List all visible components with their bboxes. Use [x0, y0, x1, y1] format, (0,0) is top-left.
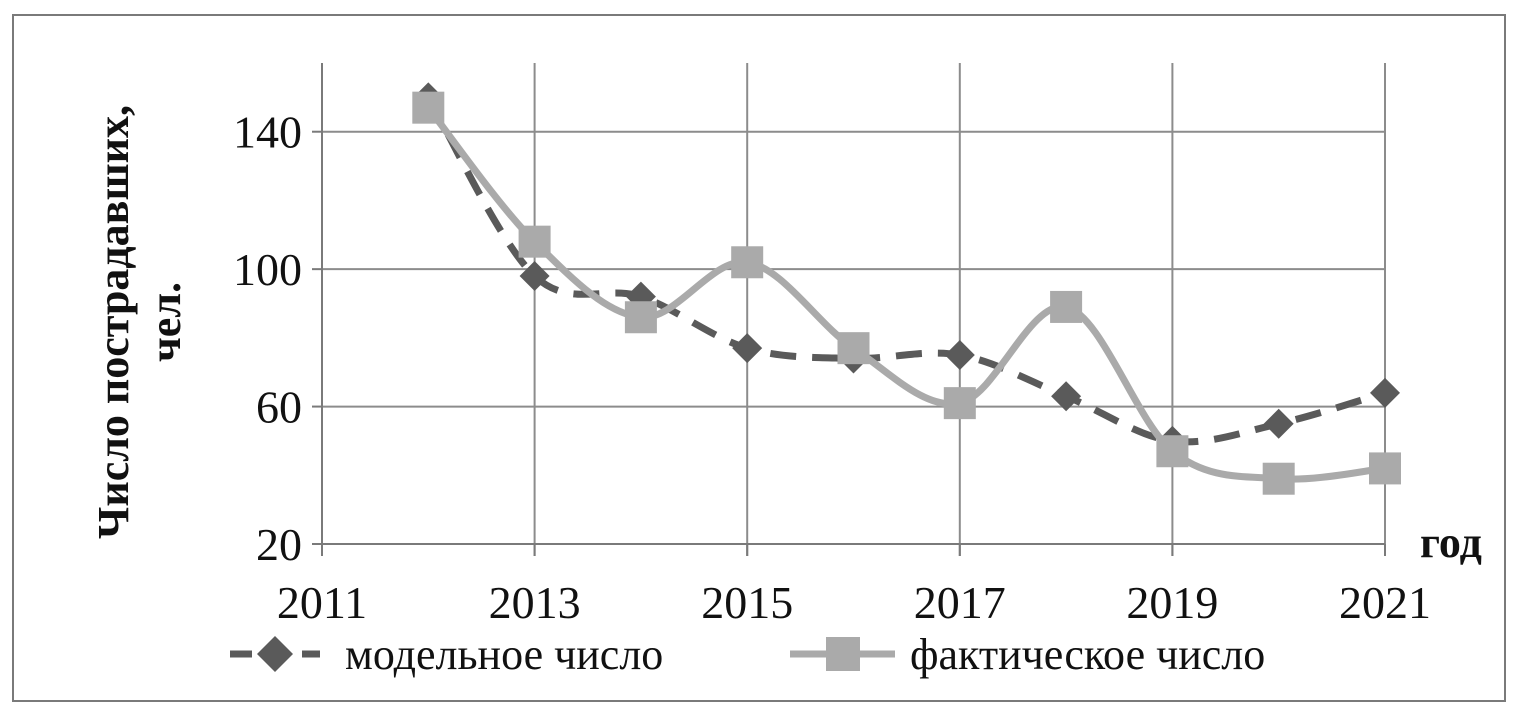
axes	[312, 63, 1386, 556]
legend-label-actual: фактическое число	[910, 630, 1265, 679]
data-point	[732, 333, 763, 364]
series-line	[425, 105, 1386, 483]
data-point	[1051, 381, 1082, 412]
legend-label-model: модельное число	[345, 630, 663, 679]
y-tick-label: 140	[233, 107, 302, 158]
data-point	[1369, 452, 1401, 485]
data-point	[1050, 290, 1083, 323]
data-point	[624, 301, 657, 334]
y-tick-label: 100	[233, 244, 302, 295]
chart-frame	[12, 14, 1506, 702]
series-actual	[412, 91, 1401, 495]
data-point	[731, 246, 764, 279]
x-tick-label: 2015	[701, 577, 793, 628]
series-line	[425, 95, 1386, 446]
y-tick-labels: 20 60 100 140	[233, 107, 302, 570]
legend-marker-model	[257, 636, 293, 672]
x-tick-label: 2017	[914, 577, 1006, 628]
y-axis-title-line2: чел.	[141, 282, 190, 362]
x-tick-label: 2013	[489, 577, 581, 628]
x-tick-label: 2019	[1126, 577, 1218, 628]
y-tick-label: 60	[256, 382, 302, 433]
data-point	[519, 261, 550, 292]
data-point	[1370, 377, 1400, 408]
y-tick-label: 20	[256, 519, 302, 570]
y-axis-title-line1: Число пострадавших,	[89, 105, 138, 539]
data-point	[518, 225, 551, 258]
x-axis-title: год	[1420, 518, 1482, 567]
x-tick-label: 2021	[1339, 577, 1431, 628]
data-point	[943, 387, 976, 420]
x-tick-label: 2011	[277, 577, 367, 628]
legend-item-model: модельное число	[230, 630, 663, 679]
data-point	[412, 91, 445, 124]
data-point	[1263, 408, 1294, 439]
data-point	[837, 332, 870, 365]
legend: модельное число фактическое число	[230, 630, 1265, 679]
data-point	[1262, 462, 1295, 495]
legend-marker-actual	[826, 637, 860, 671]
x-tick-labels: 2011 2013 2015 2017 2019 2021	[277, 577, 1431, 628]
data-point	[1156, 435, 1189, 468]
data-point	[944, 340, 975, 371]
legend-item-actual: фактическое число	[790, 630, 1265, 679]
series-layer	[412, 82, 1401, 495]
grid	[322, 63, 1386, 556]
